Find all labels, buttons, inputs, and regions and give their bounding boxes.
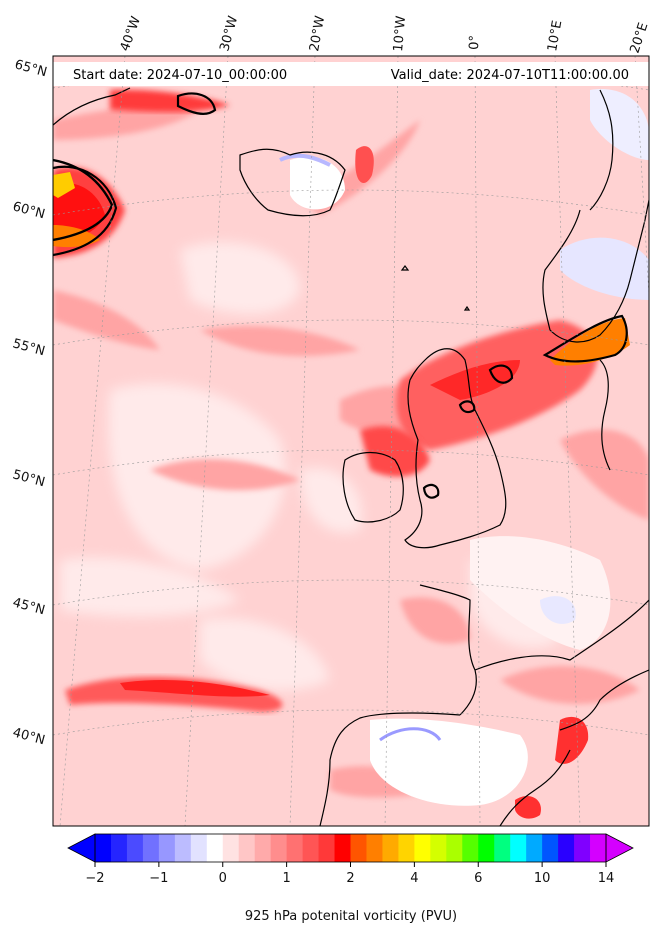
colorbar-cell: [238, 834, 256, 862]
colorbar-cell: [462, 834, 479, 862]
colorbar-tick-label: 0: [219, 871, 227, 886]
colorbar-tick-label: 6: [474, 871, 482, 886]
colorbar-tick-label: 2: [346, 871, 354, 886]
lon-label-10e: 10°E: [545, 19, 565, 52]
colorbar-cell: [222, 834, 240, 862]
colorbar-cell: [526, 834, 543, 862]
colorbar-cell: [414, 834, 431, 862]
colorbar-cell: [494, 834, 511, 862]
colorbar-tick-label: 10: [534, 871, 551, 886]
valid-date-label: Valid_date: 2024-07-10T11:00:00.00: [391, 68, 629, 83]
map-panel: [53, 56, 649, 826]
colorbar-cell: [542, 834, 559, 862]
lat-label-45n: 45°N: [11, 595, 47, 618]
colorbar-ticks: −2 −1 0 1 2 4 6 10 14: [85, 862, 614, 886]
colorbar-tick-label: 1: [282, 871, 290, 886]
colorbar-cell: [110, 834, 128, 862]
colorbar-cell: [190, 834, 208, 862]
colorbar-cells: [95, 834, 607, 862]
colorbar-cell: [126, 834, 144, 862]
longitude-labels: 40°W 30°W 20°W 10°W 0° 10°E 20°E: [118, 14, 652, 55]
latitude-labels: 65°N 60°N 55°N 50°N 45°N 40°N: [11, 57, 49, 748]
colorbar-cell: [142, 834, 160, 862]
colorbar-extend-right: [605, 833, 634, 863]
colorbar-cell: [254, 834, 272, 862]
colorbar-label: 925 hPa potenital vorticity (PVU): [245, 909, 457, 924]
negative-vorticity-areas: [279, 89, 649, 806]
colorbar-cell: [334, 834, 351, 862]
colorbar-cell: [574, 834, 591, 862]
lat-label-60n: 60°N: [11, 199, 47, 222]
colorbar-cell: [478, 834, 495, 862]
moderate-vorticity-areas: [53, 105, 649, 798]
colorbar-cell: [302, 834, 320, 862]
lon-label-10w: 10°W: [391, 15, 409, 52]
colorbar: −2 −1 0 1 2 4 6 10 14: [67, 833, 634, 886]
colorbar-cell: [158, 834, 176, 862]
lat-label-55n: 55°N: [11, 336, 47, 359]
lon-label-40w: 40°W: [118, 14, 144, 53]
colorbar-cell: [95, 834, 112, 862]
graticule: [53, 56, 649, 826]
colorbar-cell: [510, 834, 527, 862]
colorbar-cell: [446, 834, 463, 862]
colorbar-cell: [350, 834, 367, 862]
colorbar-cell: [398, 834, 415, 862]
colorbar-cell: [174, 834, 192, 862]
lon-label-30w: 30°W: [217, 14, 241, 53]
lon-label-0: 0°: [467, 35, 483, 50]
colorbar-cell: [558, 834, 575, 862]
lon-label-20e: 20°E: [628, 21, 652, 55]
pv-contours: [53, 92, 628, 499]
lon-label-20w: 20°W: [307, 15, 328, 53]
colorbar-cell: [430, 834, 447, 862]
colorbar-tick-label: −1: [149, 871, 168, 886]
map-border: [52, 55, 650, 827]
colorbar-tick-label: −2: [85, 871, 104, 886]
colorbar-cell: [366, 834, 383, 862]
colorbar-cell: [286, 834, 304, 862]
lat-label-50n: 50°N: [11, 467, 47, 490]
colorbar-cell: [318, 834, 336, 862]
colorbar-cell: [206, 834, 224, 862]
lat-label-65n: 65°N: [13, 57, 49, 80]
lat-label-40n: 40°N: [11, 725, 47, 748]
header-banner: [53, 62, 649, 86]
colorbar-cell: [382, 834, 399, 862]
colorbar-tick-label: 4: [410, 871, 418, 886]
colorbar-tick-label: 14: [598, 871, 615, 886]
colorbar-cell: [270, 834, 288, 862]
start-date-label: Start date: 2024-07-10_00:00:00: [73, 68, 287, 83]
colorbar-cell: [590, 834, 607, 862]
colorbar-extend-left: [67, 833, 96, 863]
